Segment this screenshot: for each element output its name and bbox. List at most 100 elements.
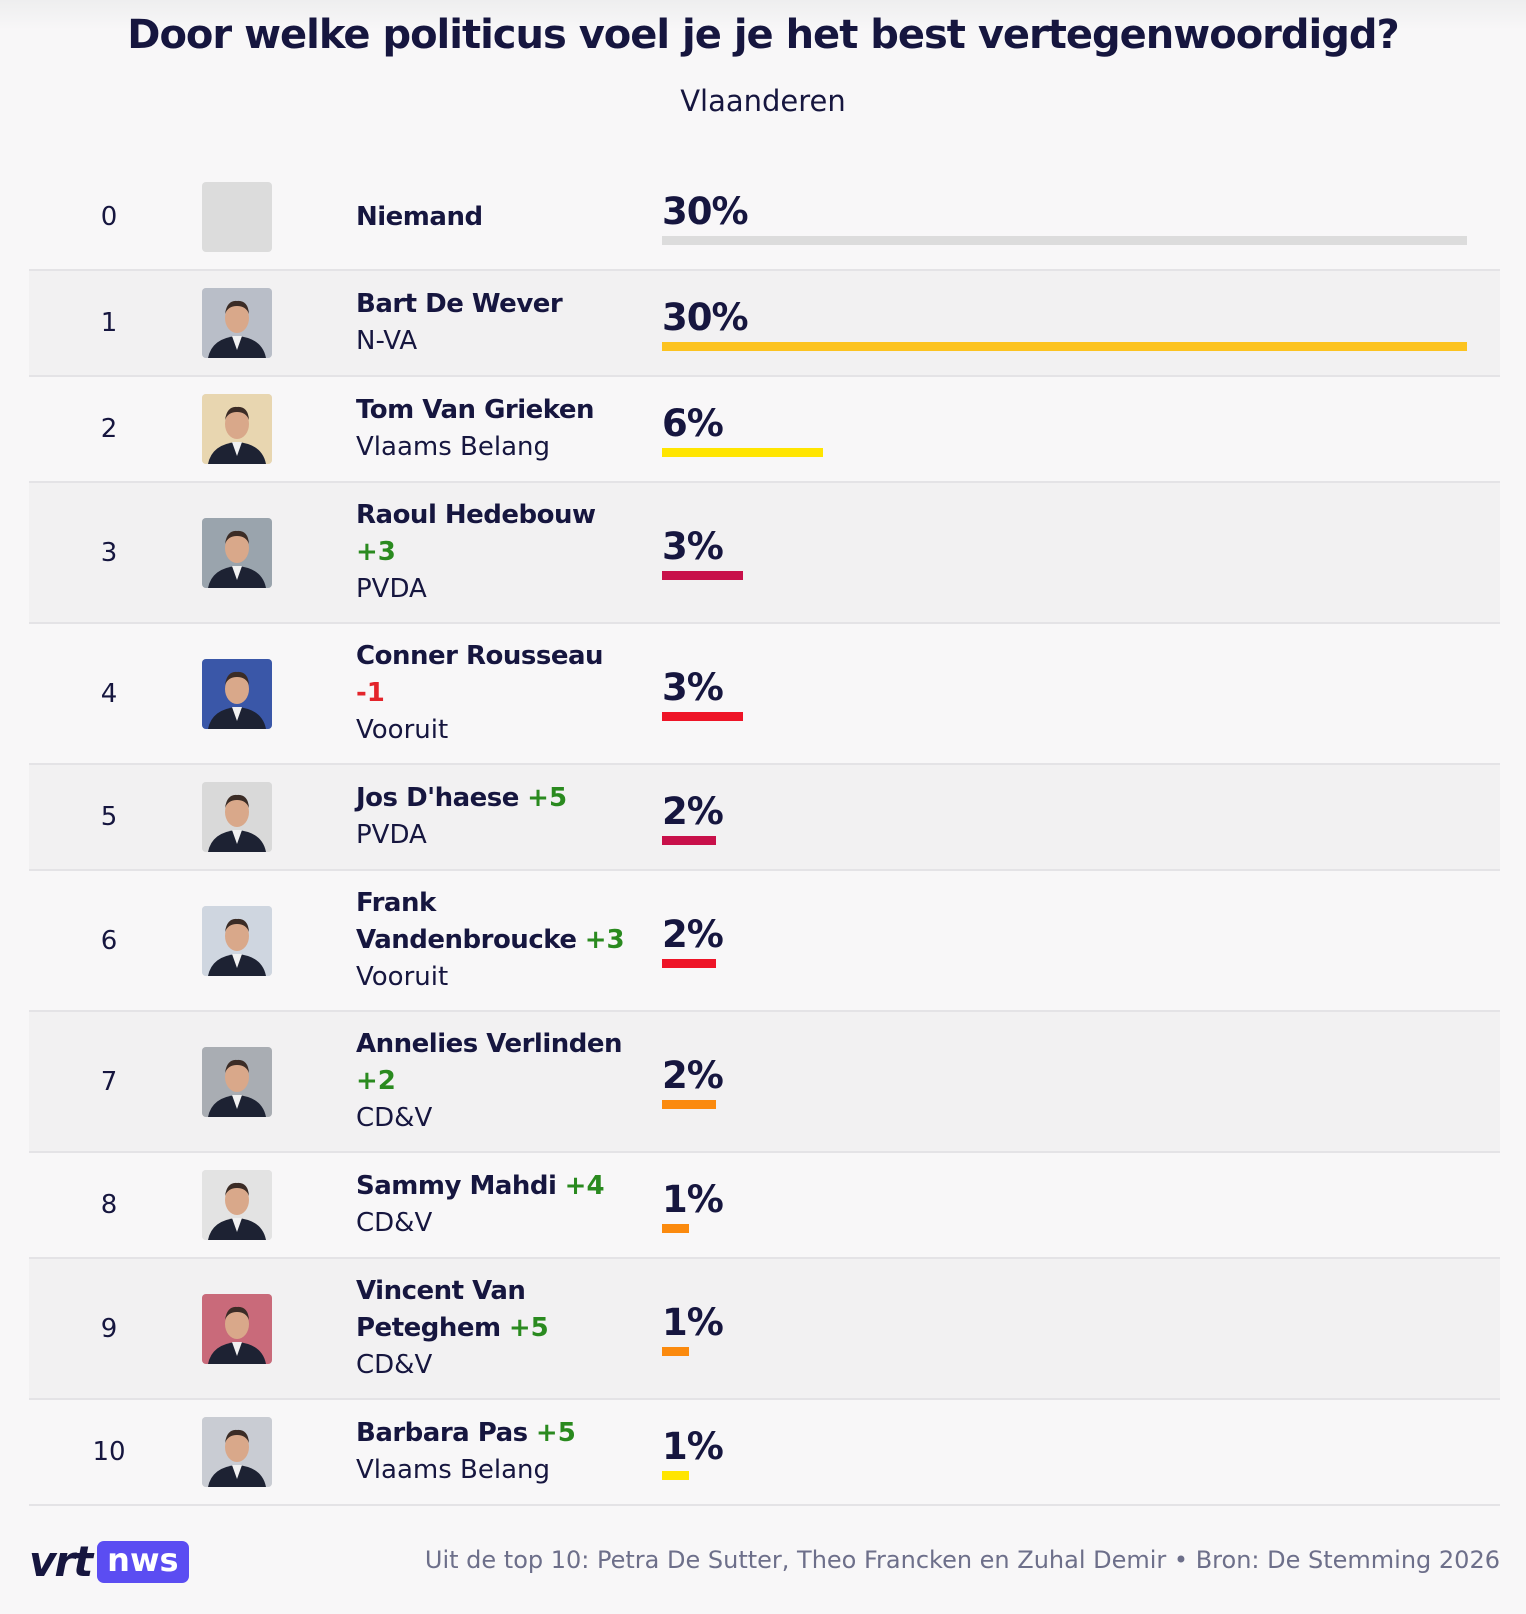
- party: Vlaams Belang: [356, 432, 550, 462]
- ranking-table: 0 Niemand 30% 1 Bart De Wever N-VA 30% 2 Tom V…: [29, 165, 1500, 1506]
- party: PVDA: [356, 574, 427, 604]
- bar: [662, 571, 743, 580]
- person: Tom Van Grieken Vlaams Belang: [356, 392, 626, 466]
- portrait: [202, 288, 272, 358]
- name: Vincent Van Peteghem: [356, 1276, 526, 1343]
- bar: [662, 341, 1467, 351]
- bar: [662, 835, 716, 845]
- rank: 6: [100, 925, 118, 956]
- person: Niemand: [356, 199, 626, 236]
- bar: [662, 1223, 689, 1233]
- table-row: 3 Raoul Hedebouw +3 PVDA 3%: [29, 483, 1500, 624]
- title: Door welke politicus voel je je het best…: [127, 12, 1399, 58]
- table-row: 7 Annelies Verlinden +2 CD&V 2%: [29, 1012, 1500, 1153]
- table-row: 6 Frank Vandenbroucke +3 Vooruit 2%: [29, 871, 1500, 1012]
- table-row: 2 Tom Van Grieken Vlaams Belang 6%: [29, 377, 1500, 483]
- table-row: 10 Barbara Pas +5 Vlaams Belang 1%: [29, 1400, 1500, 1506]
- photo: [202, 1417, 272, 1487]
- change: -1: [356, 678, 385, 708]
- value-label: 30%: [662, 189, 749, 233]
- change: +3: [356, 537, 396, 567]
- party: Vooruit: [356, 715, 449, 745]
- photo: [202, 182, 272, 252]
- party: PVDA: [356, 820, 427, 850]
- bar: [662, 1347, 689, 1356]
- person: Barbara Pas +5 Vlaams Belang: [356, 1415, 626, 1489]
- photo: [202, 517, 272, 588]
- name: Conner Rousseau: [356, 641, 604, 671]
- name: Frank Vandenbroucke: [356, 888, 577, 955]
- name-line: Frank Vandenbroucke +3: [356, 885, 626, 959]
- photo: [202, 782, 272, 852]
- bar: [662, 1100, 716, 1109]
- portrait: [202, 394, 272, 464]
- name-line: Tom Van Grieken: [356, 392, 626, 429]
- photo: [202, 1293, 272, 1364]
- portrait: [202, 1046, 272, 1117]
- portrait: [202, 905, 272, 976]
- photo: [202, 1046, 272, 1117]
- person: Conner Rousseau -1 Vooruit: [356, 638, 626, 749]
- value-label: 3%: [662, 525, 724, 568]
- name: Sammy Mahdi: [356, 1171, 557, 1201]
- value-cell: 1%: [662, 1425, 1467, 1480]
- bar: [662, 712, 743, 721]
- rank: 8: [100, 1190, 118, 1220]
- name-line: Barbara Pas +5: [356, 1415, 626, 1452]
- value-cell: 1%: [662, 1301, 1467, 1356]
- bar: [662, 447, 823, 457]
- value-cell: 30%: [662, 190, 1467, 245]
- photo: [202, 394, 272, 464]
- photo: [202, 1170, 272, 1240]
- value-cell: 1%: [662, 1178, 1467, 1233]
- name: Annelies Verlinden: [356, 1029, 623, 1059]
- change: +5: [508, 1313, 549, 1343]
- rank: 3: [100, 537, 118, 568]
- bar: [662, 235, 1467, 245]
- person: Raoul Hedebouw +3 PVDA: [356, 497, 626, 608]
- name-line: Niemand: [356, 199, 626, 236]
- table-row: 8 Sammy Mahdi +4 CD&V 1%: [29, 1153, 1500, 1259]
- change: +5: [527, 783, 568, 813]
- value-label: 30%: [662, 295, 749, 339]
- person: Sammy Mahdi +4 CD&V: [356, 1168, 626, 1242]
- portrait: [202, 517, 272, 588]
- name: Tom Van Grieken: [356, 395, 595, 425]
- party: CD&V: [356, 1350, 433, 1380]
- table-row: 9 Vincent Van Peteghem +5 CD&V 1%: [29, 1259, 1500, 1400]
- photo: [202, 905, 272, 976]
- portrait: [202, 782, 272, 852]
- photo: [202, 658, 272, 729]
- rank: 2: [100, 414, 118, 444]
- party: Vlaams Belang: [356, 1455, 550, 1485]
- name-line: Conner Rousseau -1: [356, 638, 626, 712]
- name-line: Sammy Mahdi +4: [356, 1168, 626, 1205]
- subtitle: Vlaanderen: [680, 84, 846, 118]
- name: Jos D'haese: [356, 783, 519, 813]
- party: Vooruit: [356, 962, 449, 992]
- logo: vrt nws: [29, 1537, 189, 1586]
- value-label: 1%: [662, 1301, 724, 1344]
- value-cell: 6%: [662, 402, 1467, 457]
- rank: 1: [100, 308, 118, 338]
- table-row: 5 Jos D'haese +5 PVDA 2%: [29, 765, 1500, 871]
- change: +4: [564, 1171, 605, 1201]
- portrait: [202, 658, 272, 729]
- change: +5: [535, 1418, 576, 1448]
- change: +3: [584, 925, 625, 955]
- footnote: Uit de top 10: Petra De Sutter, Theo Fra…: [424, 1546, 1500, 1574]
- portrait: [202, 1417, 272, 1487]
- name-line: Vincent Van Peteghem +5: [356, 1273, 626, 1347]
- value-cell: 2%: [662, 790, 1467, 845]
- bar: [662, 959, 716, 968]
- change: +2: [356, 1066, 396, 1096]
- name: Raoul Hedebouw: [356, 500, 596, 530]
- value-label: 1%: [662, 1177, 724, 1221]
- rank: 7: [100, 1066, 118, 1097]
- value-cell: 2%: [662, 1054, 1467, 1109]
- rank: 4: [100, 678, 118, 709]
- value-label: 2%: [662, 789, 724, 833]
- person: Vincent Van Peteghem +5 CD&V: [356, 1273, 626, 1384]
